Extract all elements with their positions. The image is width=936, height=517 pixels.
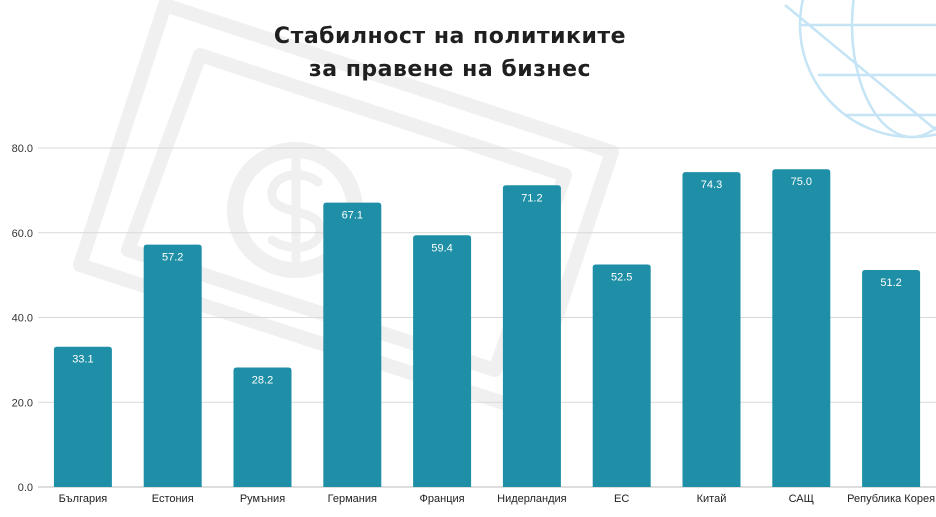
category-label: Франция [420,493,465,505]
bar-7 [682,172,741,487]
bar-1 [143,244,202,487]
bar-0 [53,346,112,487]
y-tick-label: 20.0 [12,397,33,409]
category-label: САЩ [789,493,814,505]
chart-title-line-1: Стабилност на политиките [273,24,627,49]
bar-5 [502,185,561,488]
bar-value-label: 51.2 [880,277,901,289]
bar-value-label: 59.4 [431,242,452,254]
y-tick-label: 0.0 [18,482,33,494]
chart-title: Стабилност на политиките за правене на б… [150,20,750,86]
dollar-sign-icon [267,155,325,265]
category-label: ЕС [614,493,629,505]
bar-value-label: 28.2 [252,375,273,387]
bar-value-label: 75.0 [791,176,812,188]
category-label: Нидерландия [497,493,567,505]
bar-8 [772,169,831,487]
bar-value-label: 71.2 [521,192,542,204]
category-label: Естония [152,493,194,505]
category-label: Румъния [240,493,285,505]
category-label: България [59,493,108,505]
y-tick-label: 60.0 [12,228,33,240]
bar-2 [233,367,292,487]
category-label: Република Корея [847,493,935,505]
bar-4 [413,235,472,487]
bar-3 [323,202,382,487]
chart-title-line-2: за правене на бизнес [308,57,592,82]
bar-value-label: 57.2 [162,252,183,264]
labels: 0.0 20.0 40.0 60.0 80.0 33.1 България 57.2 Естон… [12,143,935,505]
category-label: Китай [697,493,727,505]
bar-6 [592,264,651,487]
globe-icon [784,0,936,139]
category-label: Германия [328,493,377,505]
bar-9 [862,270,921,487]
y-tick-label: 80.0 [12,143,33,155]
bar-value-label: 74.3 [701,179,722,191]
bar-value-label: 33.1 [72,354,93,366]
bars [53,169,921,488]
y-tick-label: 40.0 [12,313,33,325]
bar-value-label: 52.5 [611,272,632,284]
bar-value-label: 67.1 [342,210,363,222]
